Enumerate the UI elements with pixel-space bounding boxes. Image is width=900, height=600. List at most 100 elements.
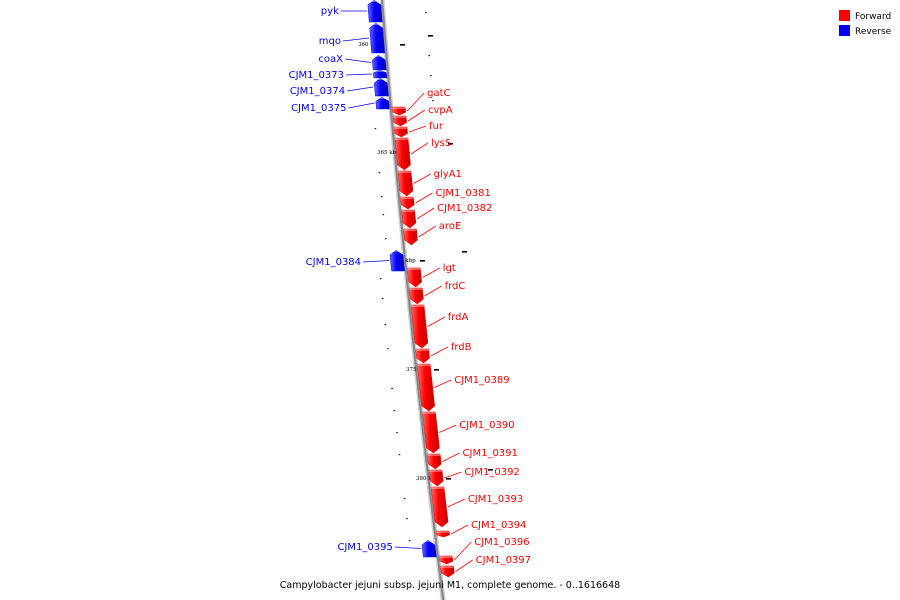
gene-CJM1_0381: CJM1_0381: [400, 188, 491, 210]
gene-leader-line: [347, 86, 374, 92]
tick-label: 365 kbp: [377, 150, 400, 156]
gene-frdC: frdC: [409, 281, 466, 305]
gene-leader-line: [407, 109, 426, 122]
gene-label: frdC: [445, 281, 466, 292]
gene-leader-line: [416, 207, 435, 220]
gene-arrow: [394, 137, 411, 171]
gene-arrow: [410, 304, 429, 349]
minor-tick: [403, 498, 406, 500]
gene-arrow: [367, 0, 383, 23]
gene-label: CJM1_0394: [471, 520, 526, 531]
gene-label: glyA1: [434, 169, 462, 180]
gene-leader-line: [413, 173, 431, 184]
gene-leader-line: [442, 452, 460, 462]
gene-leader-line: [342, 37, 370, 42]
gene-label: CJM1_0384: [306, 257, 361, 268]
tick-mark: [428, 35, 433, 37]
minor-tick: [386, 348, 389, 350]
gene-CJM1_0391: CJM1_0391: [426, 448, 518, 470]
gene-label: gatC: [427, 88, 450, 99]
gene-highlight: [395, 138, 408, 140]
gene-leader-line: [455, 559, 473, 572]
gene-leader-line: [348, 102, 375, 109]
gene-pyk: pyk: [321, 0, 383, 23]
gene-arrow: [389, 249, 405, 272]
gene-gatC: gatC: [392, 88, 451, 116]
gene-label: CJM1_0396: [474, 537, 529, 548]
gene-highlight: [389, 250, 403, 252]
gene-highlight: [427, 454, 441, 456]
tick-mark: [400, 44, 405, 46]
legend: Forward Reverse: [839, 10, 892, 37]
gene-label: CJM1_0375: [291, 103, 346, 114]
gene-label: frdB: [451, 342, 472, 353]
gene-CJM1_0375: CJM1_0375: [291, 96, 390, 114]
gene-label: CJM1_0373: [289, 70, 344, 81]
gene-arrow: [422, 411, 440, 454]
gene-CJM1_0394: CJM1_0394: [435, 520, 526, 538]
gene-mqo: mqo: [319, 22, 385, 54]
gene-highlight: [421, 540, 435, 542]
gene-highlight: [400, 197, 414, 199]
gene-label: mqo: [319, 36, 341, 47]
backbone-layer: [379, 0, 446, 600]
tick-label: 360 kbp: [358, 42, 381, 48]
gene-arrow: [373, 77, 389, 97]
legend-swatch-forward: [839, 10, 850, 21]
minor-tick: [384, 324, 387, 326]
gene-arrow: [421, 539, 437, 558]
gene-label: lysS: [431, 138, 451, 149]
minor-tick: [406, 518, 408, 520]
gene-highlight: [407, 268, 421, 270]
gene-leader-line: [424, 285, 442, 297]
minor-tick: [381, 298, 384, 300]
gene-label: CJM1_0374: [290, 86, 345, 97]
gene-CJM1_0395: CJM1_0395: [337, 539, 437, 558]
gene-CJM1_0392: CJM1_0392: [428, 467, 520, 487]
gene-leader-line: [363, 260, 390, 263]
gene-aroE: aroE: [403, 221, 461, 246]
gene-CJM1_0393: CJM1_0393: [430, 486, 523, 528]
minor-tick: [393, 410, 396, 412]
gene-highlight: [373, 70, 387, 72]
gene-label: cvpA: [428, 105, 453, 116]
gene-leader-line: [450, 524, 469, 535]
legend-label-forward: Forward: [855, 12, 891, 22]
gene-highlight: [415, 349, 429, 351]
gene-label: aroE: [439, 221, 461, 232]
gene-highlight: [422, 412, 436, 414]
gene-label: CJM1_0381: [435, 188, 490, 199]
gene-arrow: [375, 96, 390, 110]
gene-cvpA: cvpA: [392, 105, 453, 127]
gene-highlight: [429, 470, 442, 472]
minor-tick: [374, 128, 377, 130]
gene-label: CJM1_0382: [437, 203, 492, 214]
gene-CJM1_0389: CJM1_0389: [416, 363, 510, 412]
gene-label: CJM1_0390: [459, 420, 514, 431]
gene-CJM1_0382: CJM1_0382: [401, 203, 492, 229]
gene-frdB: frdB: [415, 342, 472, 364]
gene-highlight: [393, 116, 407, 118]
minor-tick: [432, 100, 434, 102]
gene-label: CJM1_0395: [337, 542, 392, 553]
gene-arrow: [409, 287, 424, 305]
gene-highlight: [394, 127, 408, 129]
gene-arrow: [392, 106, 407, 116]
gene-CJM1_0396: CJM1_0396: [438, 537, 530, 565]
gene-highlight: [367, 0, 381, 2]
minor-tick: [378, 172, 381, 174]
minor-tick: [430, 75, 432, 77]
gene-label: CJM1_0392: [464, 467, 519, 478]
gene-arrow: [369, 22, 385, 54]
minor-tick: [398, 454, 401, 456]
gene-coaX: coaX: [318, 54, 387, 71]
gene-CJM1_0374: CJM1_0374: [290, 77, 389, 97]
gene-frdA: frdA: [410, 304, 469, 349]
minor-tick-layer: [374, 12, 434, 542]
gene-leader-line: [394, 546, 421, 549]
tick-mark: [420, 260, 425, 262]
tick-mark: [434, 369, 439, 371]
gene-arrow: [393, 126, 408, 138]
gene-highlight: [373, 78, 387, 80]
tick-mark: [462, 251, 467, 253]
